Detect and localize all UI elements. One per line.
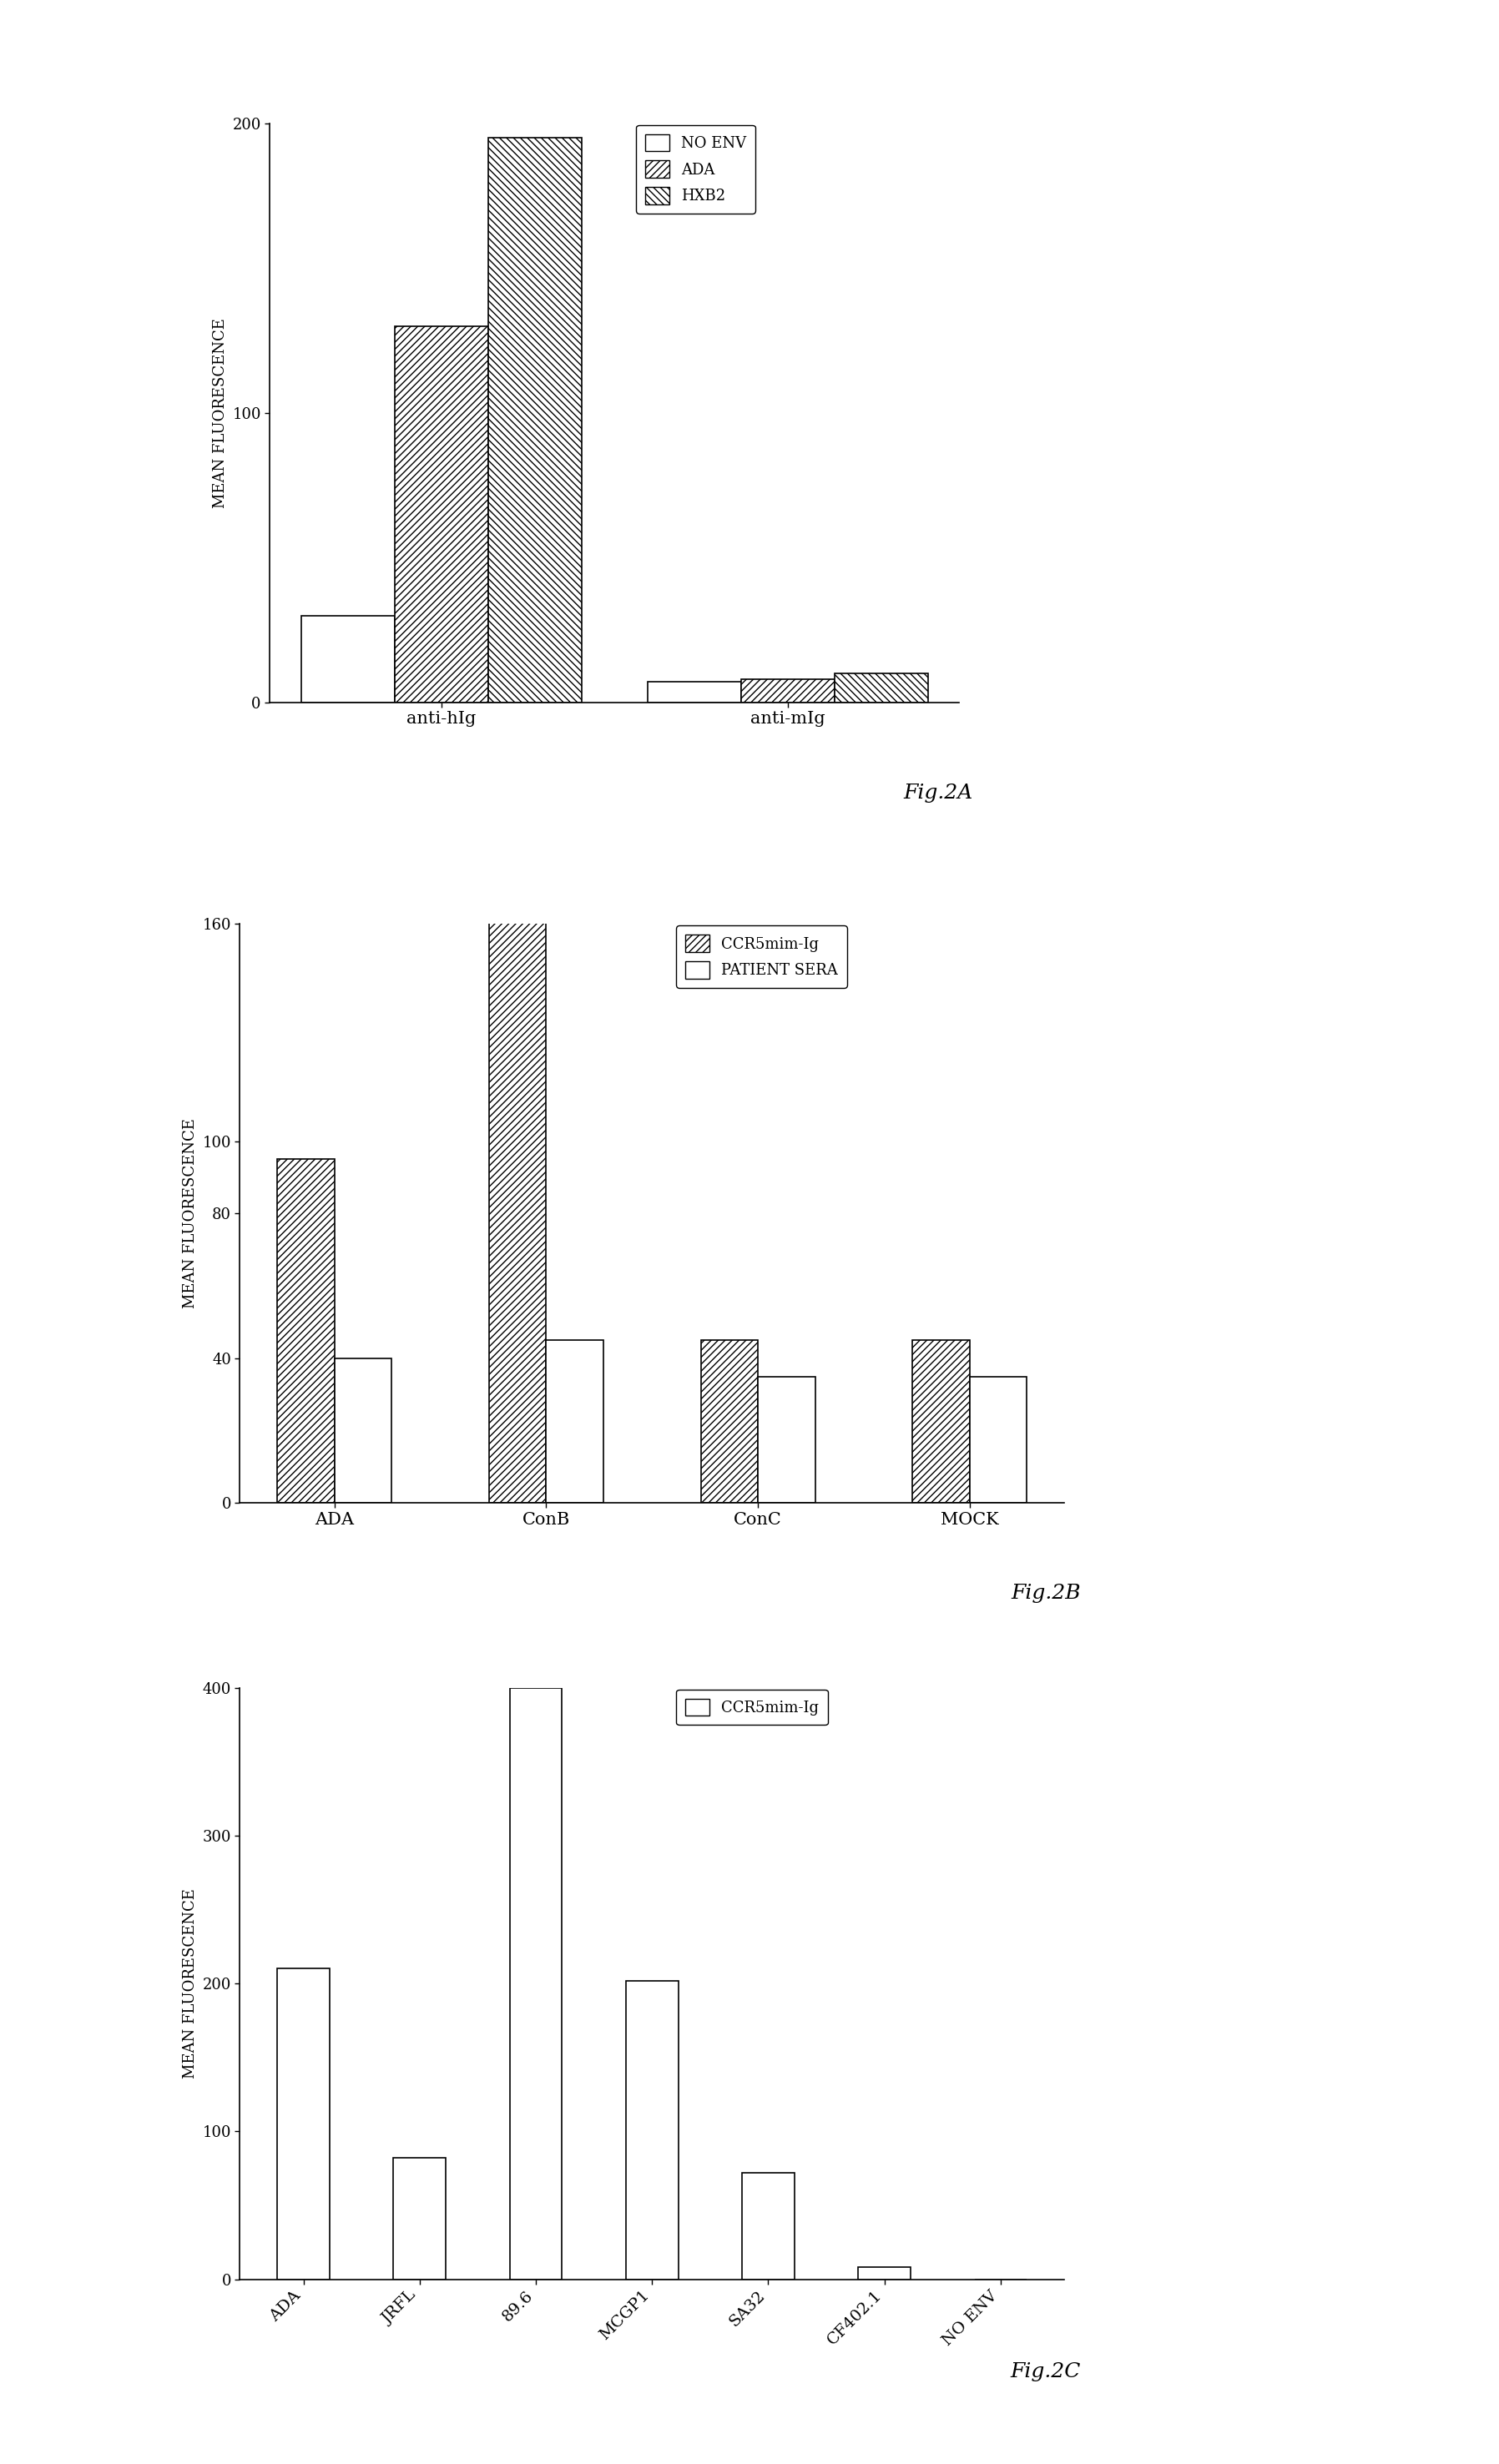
Text: Fig.2B: Fig.2B — [1010, 1584, 1081, 1604]
Bar — [334, 1358, 391, 1503]
Bar — [546, 1340, 604, 1503]
Bar — [648, 683, 741, 702]
Bar — [859, 2267, 910, 2279]
Bar — [913, 1340, 970, 1503]
Bar — [489, 914, 546, 1503]
Legend: CCR5mim-Ig: CCR5mim-Ig — [676, 1690, 827, 1725]
Bar — [277, 1158, 334, 1503]
Legend: CCR5mim-Ig, PATIENT SERA: CCR5mim-Ig, PATIENT SERA — [676, 926, 847, 988]
Bar — [510, 1688, 562, 2279]
Text: Fig.2C: Fig.2C — [1010, 2363, 1081, 2380]
Bar — [700, 1340, 758, 1503]
Bar — [741, 680, 835, 702]
Bar — [742, 2173, 794, 2279]
Bar — [627, 1981, 678, 2279]
Bar — [394, 325, 489, 702]
Y-axis label: MEAN FLUORESCENCE: MEAN FLUORESCENCE — [183, 1887, 198, 2080]
Y-axis label: MEAN FLUORESCENCE: MEAN FLUORESCENCE — [213, 318, 228, 508]
Bar — [970, 1377, 1027, 1503]
Bar — [835, 673, 928, 702]
Text: Fig.2A: Fig.2A — [904, 784, 973, 803]
Bar — [277, 1969, 330, 2279]
Bar — [301, 616, 394, 702]
Legend: NO ENV, ADA, HXB2: NO ENV, ADA, HXB2 — [636, 126, 755, 214]
Bar — [758, 1377, 815, 1503]
Y-axis label: MEAN FLUORESCENCE: MEAN FLUORESCENCE — [183, 1119, 198, 1308]
Bar — [394, 2158, 445, 2279]
Bar — [489, 138, 582, 702]
